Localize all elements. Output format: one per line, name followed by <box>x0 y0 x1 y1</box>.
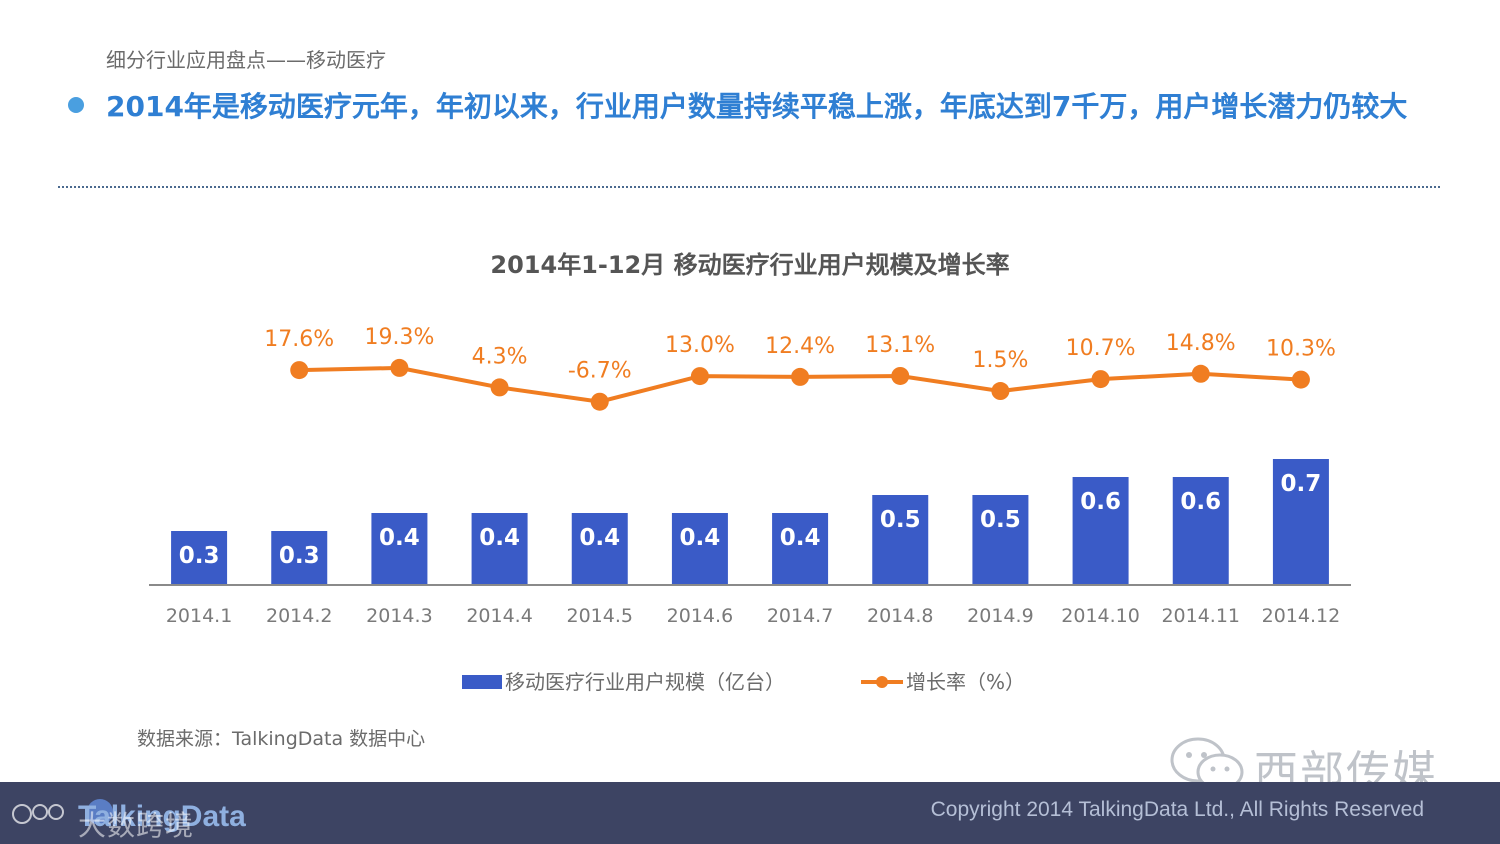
bar-value-label: 0.7 <box>1281 471 1322 497</box>
bars-layer: 0.3 0.3 0.4 0.4 0.4 0.4 0.4 0.5 0.5 0.6 0.6 0.7 <box>171 459 1329 585</box>
bar <box>772 513 829 585</box>
bar <box>671 513 728 585</box>
x-tick-label: 2014.4 <box>466 605 532 627</box>
bar-value-label: 0.6 <box>1080 489 1121 515</box>
growth-value-label: -6.7% <box>568 359 632 384</box>
footer-logo-text: TalkingData <box>78 800 246 833</box>
bar <box>872 495 929 585</box>
bar <box>571 513 628 585</box>
footer: TalkingData 大数跨境 Copyright 2014 TalkingD… <box>0 782 1500 844</box>
growth-point <box>1091 370 1110 389</box>
growth-point <box>1191 364 1210 383</box>
x-tick-label: 2014.10 <box>1061 605 1140 627</box>
growth-value-label: 17.6% <box>264 327 334 352</box>
bar-value-label: 0.4 <box>379 525 420 551</box>
bar <box>371 513 428 585</box>
growth-value-label: 10.7% <box>1066 336 1136 361</box>
bar-value-label: 0.4 <box>680 525 721 551</box>
growth-point <box>891 366 910 385</box>
growth-point <box>791 367 810 386</box>
x-tick-label: 2014.6 <box>667 605 733 627</box>
bar-value-label: 0.3 <box>279 543 320 569</box>
x-tick-label: 2014.3 <box>366 605 432 627</box>
source-note: 数据来源：TalkingData 数据中心 <box>137 728 426 750</box>
growth-value-label: 19.3% <box>364 325 434 350</box>
x-tick-label: 2014.12 <box>1262 605 1341 627</box>
footer-logo: TalkingData 大数跨境 <box>8 790 268 842</box>
growth-point <box>991 382 1010 401</box>
growth-value-label: 1.5% <box>972 348 1028 373</box>
growth-value-label: 14.8% <box>1166 331 1236 356</box>
legend-line-marker <box>876 676 888 688</box>
bar <box>471 513 528 585</box>
legend-bar-swatch <box>462 675 502 689</box>
growth-value-label: 13.1% <box>865 333 935 358</box>
x-tick-label: 2014.1 <box>166 605 232 627</box>
x-tick-label: 2014.7 <box>767 605 833 627</box>
legend-line-label: 增长率（%） <box>906 670 1025 694</box>
bullet-dot <box>68 97 84 113</box>
growth-value-label: 10.3% <box>1266 337 1336 362</box>
growth-point <box>390 358 409 377</box>
bar-value-label: 0.3 <box>179 543 220 569</box>
wechat-icon <box>1170 737 1244 791</box>
copyright-text: Copyright 2014 TalkingData Ltd., All Rig… <box>930 798 1424 821</box>
legend: 移动医疗行业用户规模（亿台） 增长率（%） <box>462 670 1025 694</box>
bar <box>972 495 1029 585</box>
bar <box>1172 477 1229 585</box>
growth-line-layer: 17.6% 19.3% 4.3% -6.7% 13.0% 12.4% 13.1% 1.5% 10… <box>264 325 1336 411</box>
x-tick-labels: 2014.1 2014.2 2014.3 2014.4 2014.5 2014.6 2014… <box>166 605 1340 627</box>
bar-value-label: 0.5 <box>880 507 921 533</box>
talkingdata-logo-icon <box>12 799 113 825</box>
x-tick-label: 2014.2 <box>266 605 332 627</box>
growth-value-label: 13.0% <box>665 333 735 358</box>
chart-title: 2014年1-12月 移动医疗行业用户规模及增长率 <box>490 251 1009 279</box>
bar-value-label: 0.5 <box>980 507 1021 533</box>
divider <box>58 186 1440 188</box>
growth-point <box>1291 370 1310 389</box>
growth-point <box>590 392 609 411</box>
footer-logo-overlay-text: 大数跨境 <box>78 809 195 842</box>
bar-value-label: 0.6 <box>1180 489 1221 515</box>
x-tick-label: 2014.8 <box>867 605 933 627</box>
headline: 2014年是移动医疗元年，年初以来，行业用户数量持续平稳上涨，年底达到7千万，用… <box>106 90 1408 123</box>
x-tick-label: 2014.11 <box>1161 605 1240 627</box>
growth-point <box>690 367 709 386</box>
legend-bar-label: 移动医疗行业用户规模（亿台） <box>505 670 785 694</box>
bar-value-label: 0.4 <box>479 525 520 551</box>
bar <box>1272 459 1329 585</box>
bar-value-label: 0.4 <box>579 525 620 551</box>
x-tick-label: 2014.5 <box>567 605 633 627</box>
growth-value-label: 4.3% <box>472 344 528 369</box>
section-title: 细分行业应用盘点——移动医疗 <box>106 48 386 72</box>
bar <box>171 531 228 585</box>
growth-point <box>490 378 509 397</box>
bar <box>271 531 328 585</box>
x-tick-label: 2014.9 <box>967 605 1033 627</box>
growth-point <box>290 361 309 380</box>
growth-value-label: 12.4% <box>765 334 835 359</box>
bar <box>1072 477 1129 585</box>
bar-value-label: 0.4 <box>780 525 821 551</box>
